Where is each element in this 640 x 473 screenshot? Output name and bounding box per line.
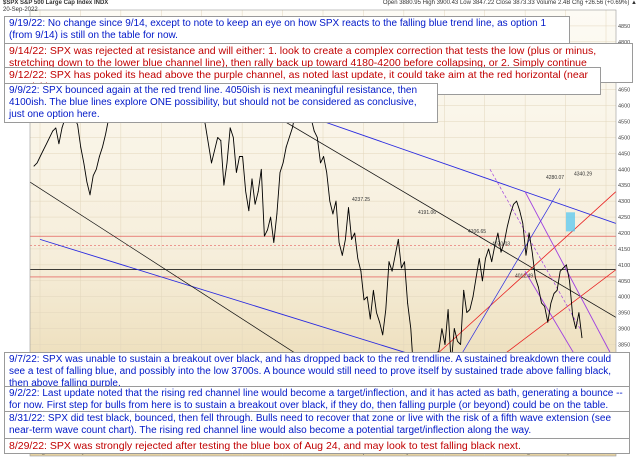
plot-frame [29, 9, 617, 457]
price-point [52, 130, 54, 132]
price-point [547, 321, 549, 323]
y-tick-label: 4400 [618, 167, 630, 173]
price-point [341, 254, 343, 256]
price-point [33, 165, 35, 167]
y-tick-label: 4650 [618, 88, 630, 94]
chart-date: 20-Sep-2022 [3, 7, 38, 13]
price-point [453, 328, 455, 330]
note-0909: 9/9/22: SPX bounced again at the red tre… [4, 83, 438, 123]
price-point [285, 146, 287, 148]
price-annotation: 4106.65 [468, 229, 486, 235]
y-tick-label: 4350 [618, 183, 630, 189]
note-0919: 9/19/22: No change since 9/14, except to… [4, 16, 570, 44]
y-tick-label: 4300 [618, 199, 630, 205]
price-point [220, 140, 222, 142]
price-point [89, 194, 91, 196]
price-point [500, 251, 502, 253]
price-point [509, 213, 511, 215]
price-point [565, 264, 567, 266]
y-tick-label: 3900 [618, 327, 630, 333]
price-point [229, 127, 231, 129]
price-point [276, 213, 278, 215]
y-tick-label: 4800 [618, 40, 630, 46]
price-point [211, 162, 212, 164]
price-point [369, 318, 371, 320]
price-point [360, 270, 362, 272]
price-point [481, 280, 483, 282]
index-name: S&P 500 Large Cap Index [20, 0, 93, 6]
price-point [472, 296, 474, 298]
price-point [248, 210, 250, 212]
price-annotation: 4280.07 [546, 175, 564, 181]
y-tick-label: 3950 [618, 311, 630, 317]
price-point [575, 328, 577, 330]
price-point [332, 213, 334, 215]
y-tick-label: 4600 [618, 104, 630, 110]
price-point [257, 191, 259, 193]
price-annotation: 4070.03 [492, 242, 510, 248]
falling-purple-upper-line [524, 191, 616, 364]
y-tick-label: 4250 [618, 215, 630, 221]
blue-box [566, 212, 575, 232]
price-point [444, 344, 446, 345]
y-tick-label: 4100 [618, 263, 630, 269]
y-tick-label: 4050 [618, 279, 630, 285]
price-point [351, 238, 353, 240]
y-tick-label: 4000 [618, 295, 630, 301]
symbol-text: $SPX [3, 0, 19, 6]
y-tick-label: 4850 [618, 24, 630, 30]
note-0902: 9/2/22: Last update noted that the risin… [4, 386, 630, 414]
price-point [528, 232, 530, 234]
price-point [407, 302, 409, 304]
y-tick-label: 4150 [618, 247, 630, 253]
exchange-text: INDX [93, 0, 109, 6]
price-point [537, 286, 539, 288]
price-point [80, 146, 82, 148]
price-annotation: 4237.25 [352, 197, 370, 203]
y-tick-label: 3850 [618, 343, 630, 349]
price-point [323, 156, 325, 157]
price-point [379, 321, 381, 323]
chart-symbol: $SPX S&P 500 Large Cap Index INDX [3, 0, 108, 6]
note-0831: 8/31/22: SPX did test black, bounced, th… [4, 411, 630, 439]
quote-line: Open 3880.95 High 3900.43 Low 3847.22 Cl… [382, 0, 637, 6]
price-annotation: 4012.49 [515, 274, 533, 280]
note-0907: 9/7/22: SPX was unable to sustain a brea… [4, 352, 630, 392]
price-point [388, 261, 390, 263]
price-annotation: 4191.06 [418, 210, 436, 216]
price-point [519, 210, 521, 212]
price-point [239, 156, 240, 157]
y-tick-label: 4450 [618, 151, 630, 157]
y-tick-label: 4550 [618, 120, 630, 126]
price-annotation: 4340.29 [574, 172, 592, 178]
price-point [267, 229, 268, 231]
price-point [491, 261, 493, 263]
price-point [42, 149, 44, 151]
price-point [397, 238, 399, 240]
price-point [98, 156, 100, 157]
y-tick-label: 4200 [618, 231, 630, 237]
price-point [61, 127, 63, 129]
purple-dashed-line [489, 169, 581, 329]
price-point [313, 130, 315, 132]
y-tick-label: 4500 [618, 135, 630, 141]
price-point [556, 289, 558, 291]
price-point [463, 289, 465, 291]
note-0829: 8/29/22: SPX was strongly rejected after… [4, 438, 630, 454]
